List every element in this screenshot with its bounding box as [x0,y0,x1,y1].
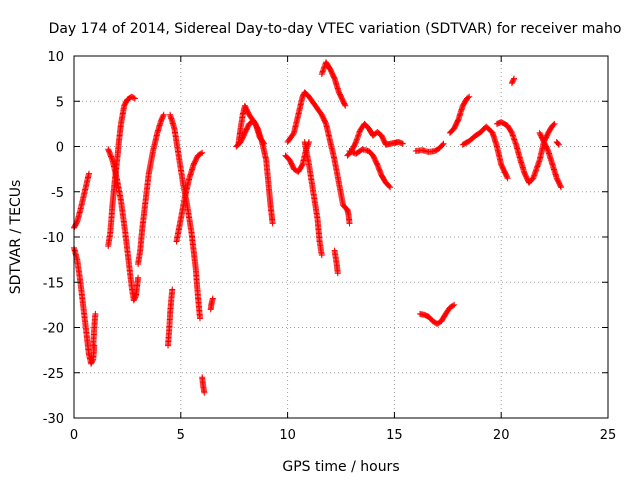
y-tick-label: 10 [47,50,64,65]
data-point [555,141,562,148]
x-tick-label: 25 [600,428,617,443]
data-point [504,175,511,182]
y-tick-label: -10 [43,231,64,246]
data-point [342,102,349,109]
data-point [386,183,393,190]
x-tick-label: 10 [279,428,296,443]
y-tick-label: -5 [51,186,64,201]
data-point [260,139,267,146]
data-point [169,286,176,293]
data-point [551,120,558,127]
data-point [92,310,99,317]
data-point [269,220,276,227]
data-point [131,95,138,102]
data-point [346,220,353,227]
x-tick-label: 20 [493,428,510,443]
grid [74,56,608,418]
y-tick-label: -30 [43,412,64,427]
data-point [318,252,325,259]
x-tick-label: 15 [386,428,403,443]
data-point [201,389,208,396]
data-point [511,75,517,82]
data-point [555,140,562,147]
data-point [160,111,167,118]
data-marks [71,59,564,396]
data-point [86,170,92,177]
x-tick-label: 5 [177,428,185,443]
y-tick-label: 0 [56,141,64,156]
data-point [465,94,472,101]
data-point [466,93,473,100]
data-point [341,101,348,108]
data-point [199,149,206,156]
data-point [261,140,268,147]
data-point [451,301,458,308]
data-point [209,295,216,302]
data-point [439,141,446,148]
data-point [508,129,515,136]
x-axis-label: GPS time / hours [282,459,399,475]
y-tick-label: -20 [43,322,64,337]
data-point [130,94,137,101]
y-axis-label: SDTVAR / TECUs [8,180,24,295]
y-tick-label: -25 [43,367,64,382]
data-point [450,302,457,309]
data-point [399,140,406,147]
data-point [334,270,341,277]
data-point [550,121,557,128]
data-point [387,184,394,191]
x-tick-label: 0 [70,428,78,443]
chart-title: Day 174 of 2014, Sidereal Day-to-day VTE… [49,21,622,37]
data-point [346,148,353,154]
y-tick-label: -15 [43,276,64,291]
data-point [349,149,356,156]
data-point [440,140,447,147]
data-point [558,184,564,191]
data-point [135,274,142,281]
data-point [197,315,203,322]
y-tick-label: 5 [56,95,64,110]
axis-ticks: 0 5 10 15 20 25 10 5 0 -5 -10 -15 -20 -25 -30 [43,50,617,443]
data-point [198,150,205,157]
